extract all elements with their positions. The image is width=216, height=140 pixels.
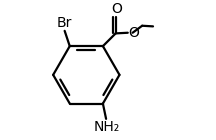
Text: NH₂: NH₂ xyxy=(94,120,120,134)
Text: Br: Br xyxy=(56,16,72,30)
Text: O: O xyxy=(128,26,139,40)
Text: O: O xyxy=(112,2,123,16)
